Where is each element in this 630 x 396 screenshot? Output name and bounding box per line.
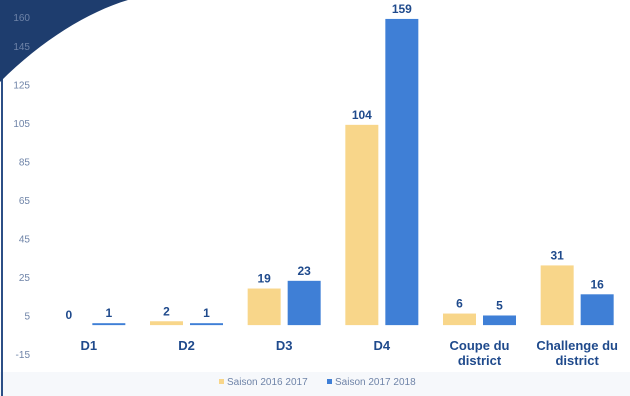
data-label: 23	[297, 264, 311, 278]
bar	[540, 265, 574, 326]
bar	[92, 323, 126, 326]
data-label: 16	[590, 277, 604, 291]
y-tick-label: 45	[19, 234, 31, 245]
data-label: 1	[105, 306, 112, 320]
bar	[247, 288, 281, 326]
data-label: 104	[352, 108, 372, 122]
data-label: 5	[496, 298, 503, 312]
category-label: D3	[276, 338, 293, 353]
bar	[190, 323, 223, 326]
data-label: 159	[392, 2, 412, 16]
data-label: 1	[203, 306, 210, 320]
category-label-line: district	[555, 353, 599, 368]
legend-swatch	[327, 379, 332, 384]
category-label: Challenge du district	[536, 338, 618, 368]
y-tick-label: 105	[13, 119, 30, 130]
y-tick-label: 125	[13, 80, 30, 91]
y-tick-label: 65	[19, 196, 31, 207]
bar	[287, 280, 321, 326]
y-tick-label: 5	[24, 311, 30, 322]
category-label-line: district	[458, 353, 502, 368]
category-label: D2	[178, 338, 195, 353]
category-label-line: D2	[178, 338, 195, 353]
data-label: 2	[163, 304, 170, 318]
category-label-line: D3	[276, 338, 293, 353]
bar	[345, 124, 379, 326]
y-tick-label: 160	[13, 13, 30, 24]
legend-entry: Saison 2017 2018	[335, 377, 416, 388]
bar	[580, 294, 614, 326]
bar	[483, 315, 516, 326]
category-label: D1	[81, 338, 98, 353]
data-label: 6	[456, 297, 463, 311]
y-tick-label: 25	[19, 273, 31, 284]
bar	[150, 321, 183, 326]
category-label-line: Challenge du	[536, 338, 618, 353]
legend-entry: Saison 2016 2017	[227, 377, 308, 388]
legend-band	[0, 372, 630, 396]
y-tick-label: -15	[16, 350, 31, 361]
legend-swatch	[219, 379, 224, 384]
bar	[443, 313, 476, 326]
category-label-line: D4	[374, 338, 391, 353]
y-tick-label: 85	[19, 157, 31, 168]
bar	[385, 18, 419, 326]
corner-decoration	[0, 0, 128, 82]
category-label-line: D1	[81, 338, 98, 353]
y-tick-label: 145	[13, 42, 30, 53]
category-label: D4	[374, 338, 391, 353]
category-label: Coupe du district	[450, 338, 510, 368]
data-label: 0	[65, 308, 72, 322]
data-label: 31	[550, 248, 564, 262]
data-label: 19	[257, 272, 271, 286]
category-label-line: Coupe du	[450, 338, 510, 353]
